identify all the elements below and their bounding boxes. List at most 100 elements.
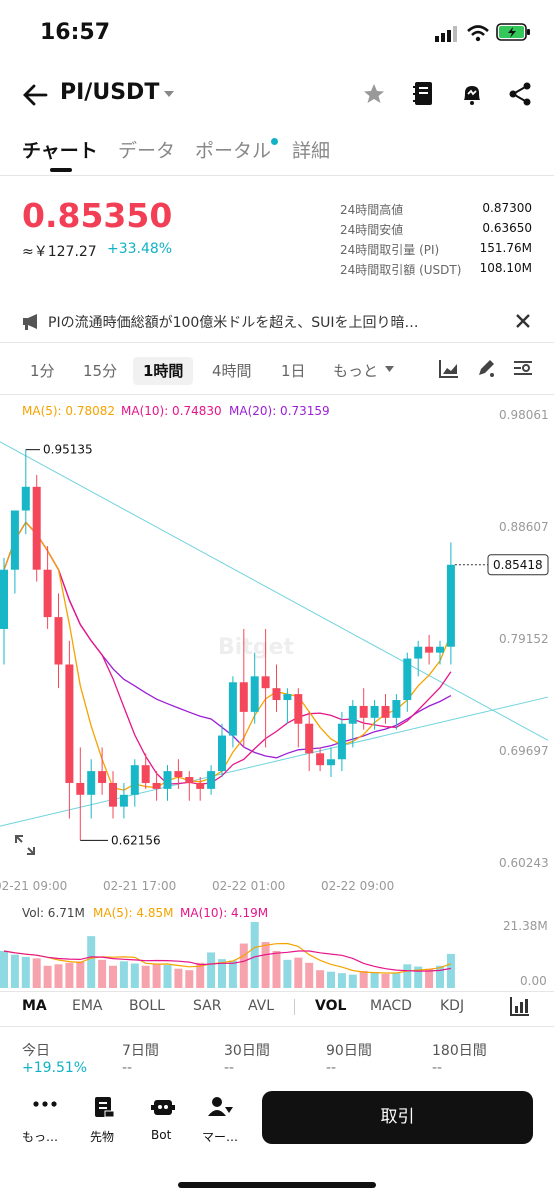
- interval-15m[interactable]: 15分: [83, 362, 118, 380]
- tab-details[interactable]: 詳細: [292, 140, 331, 162]
- divider: [0, 394, 554, 395]
- volume-bar: [327, 971, 335, 988]
- indicator-ma[interactable]: MA: [22, 998, 47, 1014]
- interval-1h[interactable]: 1時間: [133, 357, 194, 385]
- drawing-tool-icon[interactable]: [476, 358, 496, 378]
- pair-title[interactable]: PI/USDT: [60, 80, 160, 105]
- volume-bar: [218, 959, 226, 988]
- indicator-vol[interactable]: VOL: [315, 998, 347, 1014]
- settings-sliders-icon[interactable]: [513, 358, 533, 378]
- expand-icon: [15, 835, 35, 855]
- candle: [305, 723, 314, 754]
- candle: [0, 569, 8, 629]
- volume-bar: [272, 950, 281, 988]
- candle: [250, 676, 259, 712]
- bottom-nav-more[interactable]: もっ…: [22, 1098, 68, 1144]
- bottom-nav-bot[interactable]: Bot: [150, 1096, 180, 1144]
- interval-4h[interactable]: 4時間: [212, 362, 252, 380]
- news-ticker[interactable]: PIの流通時価総額が100億米ドルを超え、SUIを上回り暗…: [48, 315, 419, 331]
- last-price-label: 0.85418: [493, 558, 543, 572]
- perf-value: --: [326, 1060, 337, 1076]
- volume-bar: [10, 954, 19, 988]
- back-arrow-icon[interactable]: [22, 84, 48, 106]
- candle: [327, 759, 335, 766]
- candle: [381, 705, 390, 718]
- stat-value: 151.76M: [479, 241, 532, 255]
- stat-label: 24時間取引量 (PI): [340, 243, 440, 257]
- volume-bar: [43, 965, 52, 988]
- star-icon[interactable]: [362, 82, 386, 106]
- divider: [0, 991, 554, 992]
- indicator-kdj[interactable]: KDJ: [440, 998, 465, 1014]
- volume-bar: [54, 964, 63, 988]
- bottom-nav-market[interactable]: マー…: [200, 1096, 246, 1144]
- volume-bar: [370, 972, 379, 988]
- interval-more[interactable]: もっと: [333, 362, 379, 380]
- indicator-settings-icon[interactable]: [510, 996, 530, 1016]
- perf-label: 90日間: [326, 1043, 372, 1059]
- stat-label: 24時間取引額 (USDT): [340, 263, 462, 277]
- volume-bar: [425, 968, 434, 988]
- more-icon: [33, 1101, 57, 1107]
- perf-label: 30日間: [224, 1043, 270, 1059]
- bottom-nav-futures[interactable]: 先物: [88, 1096, 124, 1144]
- watermark-text: Bitget: [218, 635, 294, 660]
- candle: [414, 646, 423, 659]
- ma20-legend: MA(20): 0.73159: [229, 404, 330, 418]
- indicator-boll[interactable]: BOLL: [129, 998, 165, 1014]
- tab-portal[interactable]: ポータル: [195, 140, 272, 162]
- volume-bar: [414, 966, 423, 988]
- volume-bar: [21, 956, 30, 988]
- tab-data[interactable]: データ: [118, 140, 176, 162]
- stat-label: 24時間安値: [340, 223, 404, 237]
- candle: [337, 723, 346, 760]
- y-tick-label: 0.88607: [499, 520, 549, 534]
- wifi-icon: [467, 25, 489, 42]
- volume-bar: [337, 973, 346, 988]
- volume-bar: [228, 960, 237, 988]
- tab-chart[interactable]: チャート: [22, 140, 98, 162]
- chart-type-icon[interactable]: [439, 359, 459, 379]
- volume-bar: [65, 962, 74, 988]
- indicator-avl[interactable]: AVL: [248, 998, 275, 1014]
- candle: [43, 569, 52, 618]
- x-tick-label: 02-21 17:00: [103, 879, 176, 893]
- share-icon[interactable]: [508, 82, 532, 106]
- nav-label: もっ…: [22, 1130, 59, 1144]
- tab-indicator: [50, 168, 72, 172]
- candle: [152, 782, 161, 789]
- candle: [10, 510, 19, 570]
- y-tick-label: 0.79152: [499, 632, 549, 646]
- candle: [228, 682, 237, 736]
- alert-bell-icon[interactable]: [460, 82, 484, 106]
- volume-bar: [359, 970, 368, 988]
- trade-button[interactable]: 取引: [262, 1091, 533, 1144]
- divider: [0, 1026, 554, 1027]
- volume-bar: [316, 970, 325, 988]
- indicator-sar[interactable]: SAR: [193, 998, 222, 1014]
- interval-1d[interactable]: 1日: [281, 362, 306, 380]
- candle: [403, 658, 412, 701]
- volume-bar: [130, 963, 139, 988]
- vol-ma5-line: [3, 942, 452, 974]
- candlestick-chart[interactable]: Bitget 0.98061 0.88607 0.79152 0.69697 0.6024…: [0, 395, 554, 900]
- candle: [76, 782, 85, 795]
- candle: [65, 664, 74, 783]
- battery-icon: [496, 23, 530, 41]
- candle: [446, 564, 455, 647]
- interval-1m[interactable]: 1分: [30, 362, 55, 380]
- pair-dropdown-icon[interactable]: [163, 89, 175, 99]
- low-marker-label: 0.62156: [111, 833, 161, 847]
- book-icon[interactable]: [412, 81, 434, 107]
- divider: [0, 175, 554, 176]
- close-icon[interactable]: [515, 313, 531, 329]
- volume-bar: [174, 968, 183, 988]
- candle: [185, 777, 194, 783]
- perf-label: 7日間: [122, 1043, 159, 1059]
- volume-bar: [119, 961, 128, 988]
- nav-label: Bot: [151, 1128, 172, 1142]
- y-tick-label: 0.60243: [499, 856, 549, 870]
- indicator-ema[interactable]: EMA: [72, 998, 103, 1014]
- volume-bar: [98, 959, 107, 988]
- indicator-macd[interactable]: MACD: [370, 998, 412, 1014]
